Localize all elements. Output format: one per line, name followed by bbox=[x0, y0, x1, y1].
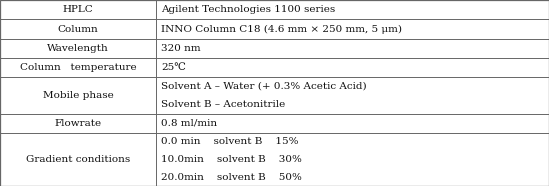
Text: 10.0min    solvent B    30%: 10.0min solvent B 30% bbox=[161, 155, 302, 164]
Text: INNO Column C18 (4.6 mm × 250 mm, 5 μm): INNO Column C18 (4.6 mm × 250 mm, 5 μm) bbox=[161, 25, 402, 34]
Text: Mobile phase: Mobile phase bbox=[43, 91, 114, 100]
Text: 25℃: 25℃ bbox=[161, 63, 186, 72]
Text: 20.0min    solvent B    50%: 20.0min solvent B 50% bbox=[161, 173, 302, 182]
Text: HPLC: HPLC bbox=[63, 5, 94, 14]
Text: Agilent Technologies 1100 series: Agilent Technologies 1100 series bbox=[161, 5, 335, 14]
Text: Wavelength: Wavelength bbox=[47, 44, 109, 53]
Text: Solvent B – Acetonitrile: Solvent B – Acetonitrile bbox=[161, 100, 285, 109]
Text: Column   temperature: Column temperature bbox=[20, 63, 137, 72]
Text: Column: Column bbox=[58, 25, 99, 33]
Text: 0.0 min    solvent B    15%: 0.0 min solvent B 15% bbox=[161, 137, 298, 146]
Text: 0.8 ml/min: 0.8 ml/min bbox=[161, 119, 217, 128]
Text: Solvent A – Water (+ 0.3% Acetic Acid): Solvent A – Water (+ 0.3% Acetic Acid) bbox=[161, 82, 367, 91]
Text: 320 nm: 320 nm bbox=[161, 44, 200, 53]
Text: Gradient conditions: Gradient conditions bbox=[26, 155, 130, 164]
Text: Flowrate: Flowrate bbox=[55, 119, 102, 128]
